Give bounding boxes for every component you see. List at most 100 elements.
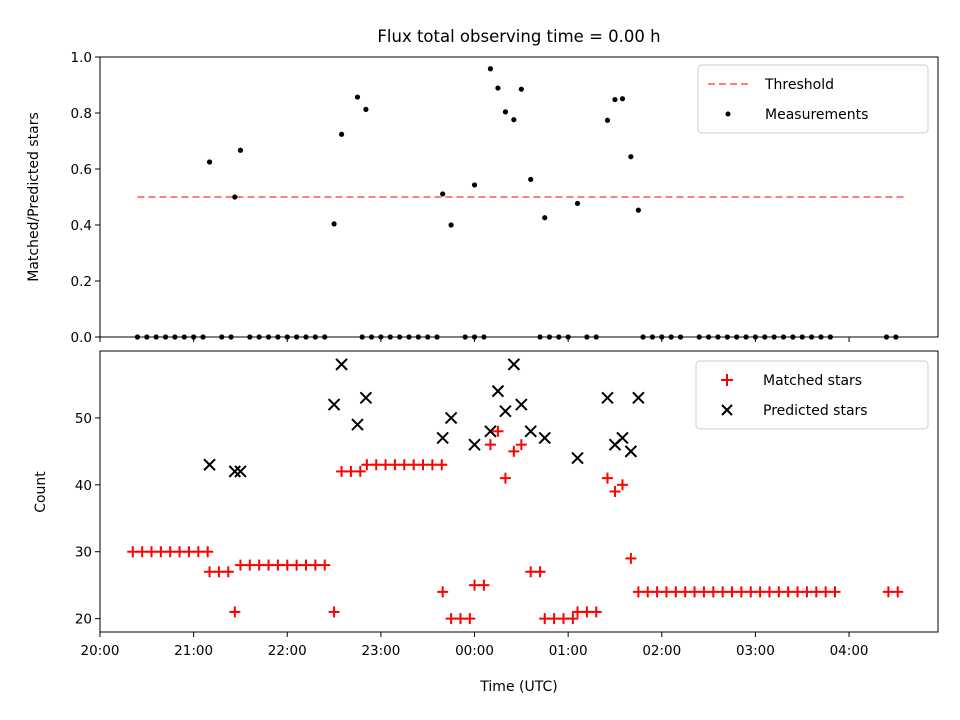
matched-star-point bbox=[319, 559, 331, 571]
matched-star-point bbox=[300, 559, 312, 571]
bottom-panel: Count Time (UTC) 20 30 40 50 20:00 21:00 22:00… bbox=[33, 350, 939, 695]
matched-star-point bbox=[892, 586, 904, 598]
x-axis-label: Time (UTC) bbox=[479, 679, 557, 695]
predicted-star-point bbox=[624, 445, 638, 458]
matched-star-point bbox=[361, 459, 373, 471]
matched-legend-marker bbox=[721, 374, 733, 386]
matched-star-point bbox=[291, 559, 303, 571]
matched-star-point bbox=[882, 586, 894, 598]
matched-star-point bbox=[417, 459, 429, 471]
predicted-star-point bbox=[228, 465, 242, 478]
predicted-star-point bbox=[616, 431, 629, 445]
measurement-point bbox=[237, 147, 244, 153]
matched-star-point bbox=[698, 586, 710, 598]
matched-star-point bbox=[534, 566, 546, 578]
matched-star-point bbox=[222, 566, 234, 578]
measurement-point bbox=[471, 182, 478, 188]
measurement-point bbox=[542, 215, 548, 221]
predicted-star-point bbox=[571, 451, 584, 465]
bottom-legend-box bbox=[695, 360, 929, 430]
matched-star-point bbox=[609, 486, 621, 497]
matched-star-point bbox=[557, 613, 569, 625]
matched-star-point bbox=[445, 613, 457, 625]
top-y-tick-label: 1.0 bbox=[71, 50, 92, 66]
x-tick-label: 00:00 bbox=[455, 643, 494, 659]
bottom-axes-frame bbox=[99, 350, 939, 633]
matched-star-point bbox=[354, 465, 366, 477]
predicted-star-point bbox=[359, 391, 373, 405]
top-y-tick-label: 0.8 bbox=[71, 106, 92, 122]
measurement-point bbox=[635, 207, 641, 213]
matched-star-point bbox=[281, 559, 293, 571]
matched-star-point bbox=[469, 579, 481, 591]
matched-star-point bbox=[499, 472, 511, 484]
matched-star-point bbox=[492, 425, 504, 437]
matched-star-point bbox=[336, 465, 348, 477]
measurement-point bbox=[487, 66, 494, 72]
matched-star-point bbox=[253, 559, 265, 571]
measurement-point bbox=[604, 117, 611, 123]
measurement-point bbox=[448, 222, 454, 228]
measurement-point bbox=[612, 96, 618, 103]
x-tick-label: 02:00 bbox=[642, 643, 681, 659]
matched-star-point bbox=[309, 559, 321, 571]
matched-star-point bbox=[754, 586, 766, 598]
measurement-point bbox=[354, 94, 361, 100]
predicted-star-point bbox=[327, 398, 341, 411]
matched-star-point bbox=[735, 586, 747, 598]
top-y-tick-label: 0.2 bbox=[71, 274, 92, 290]
matched-star-point bbox=[183, 546, 195, 558]
predicted-star-point bbox=[234, 465, 247, 478]
matched-star-point bbox=[829, 586, 841, 598]
matched-star-point bbox=[204, 566, 216, 578]
measurement-point bbox=[232, 194, 238, 200]
predicted-star-point bbox=[335, 358, 348, 371]
matched-star-point bbox=[651, 586, 663, 598]
bottom-y-tick-label: 30 bbox=[75, 545, 92, 561]
predicted-star-point bbox=[436, 431, 449, 445]
bottom-y-tick-label: 40 bbox=[75, 478, 92, 494]
matched-star-point bbox=[478, 579, 490, 591]
predicted-star-point bbox=[491, 384, 505, 398]
matched-star-point bbox=[572, 606, 584, 618]
predicted-legend-marker bbox=[721, 404, 733, 416]
bottom-y-tick-label: 20 bbox=[75, 612, 92, 628]
matched-star-point bbox=[408, 459, 420, 471]
matched-star-point bbox=[782, 586, 794, 598]
matched-star-point bbox=[745, 586, 757, 598]
matched-star-point bbox=[380, 459, 392, 471]
measurement-point bbox=[495, 85, 501, 91]
measurement-point bbox=[331, 221, 337, 227]
predicted-star-point bbox=[515, 398, 528, 411]
top-axes-ticks: 0.0 0.2 0.4 0.6 0.8 1.0 bbox=[71, 50, 850, 346]
predicted-legend-label: Predicted stars bbox=[763, 403, 868, 419]
x-tick-label: 23:00 bbox=[361, 643, 400, 659]
predicted-star-point bbox=[351, 418, 364, 431]
measurements-legend-marker bbox=[725, 111, 731, 117]
matched-legend-label: Matched stars bbox=[763, 373, 862, 389]
matched-star-point bbox=[155, 546, 167, 558]
measurement-point bbox=[528, 176, 534, 182]
matched-star-point bbox=[642, 586, 654, 598]
matched-star-point bbox=[707, 586, 719, 598]
matched-star-point bbox=[625, 552, 637, 564]
measurement-point bbox=[338, 131, 345, 137]
predicted-star-point bbox=[524, 425, 537, 438]
matched-star-point bbox=[515, 439, 527, 451]
top-y-tick-label: 0.6 bbox=[71, 162, 92, 178]
predicted-star-point bbox=[601, 391, 614, 405]
measurement-point bbox=[518, 86, 524, 92]
predicted-star-point bbox=[632, 391, 645, 405]
predicted-star-point bbox=[507, 358, 521, 371]
measurement-point bbox=[619, 96, 626, 102]
chart-title: Flux total observing time = 0.00 h bbox=[377, 27, 660, 46]
matched-star-point bbox=[792, 586, 804, 598]
matched-star-point bbox=[717, 586, 729, 598]
top-legend: Threshold Measurements bbox=[697, 64, 929, 134]
predicted-star-point bbox=[499, 405, 512, 418]
x-tick-label: 03:00 bbox=[736, 643, 775, 659]
matched-star-point bbox=[145, 546, 157, 558]
measurement-point bbox=[628, 154, 634, 160]
matched-star-point bbox=[345, 465, 357, 477]
predicted-star-point bbox=[444, 411, 458, 425]
